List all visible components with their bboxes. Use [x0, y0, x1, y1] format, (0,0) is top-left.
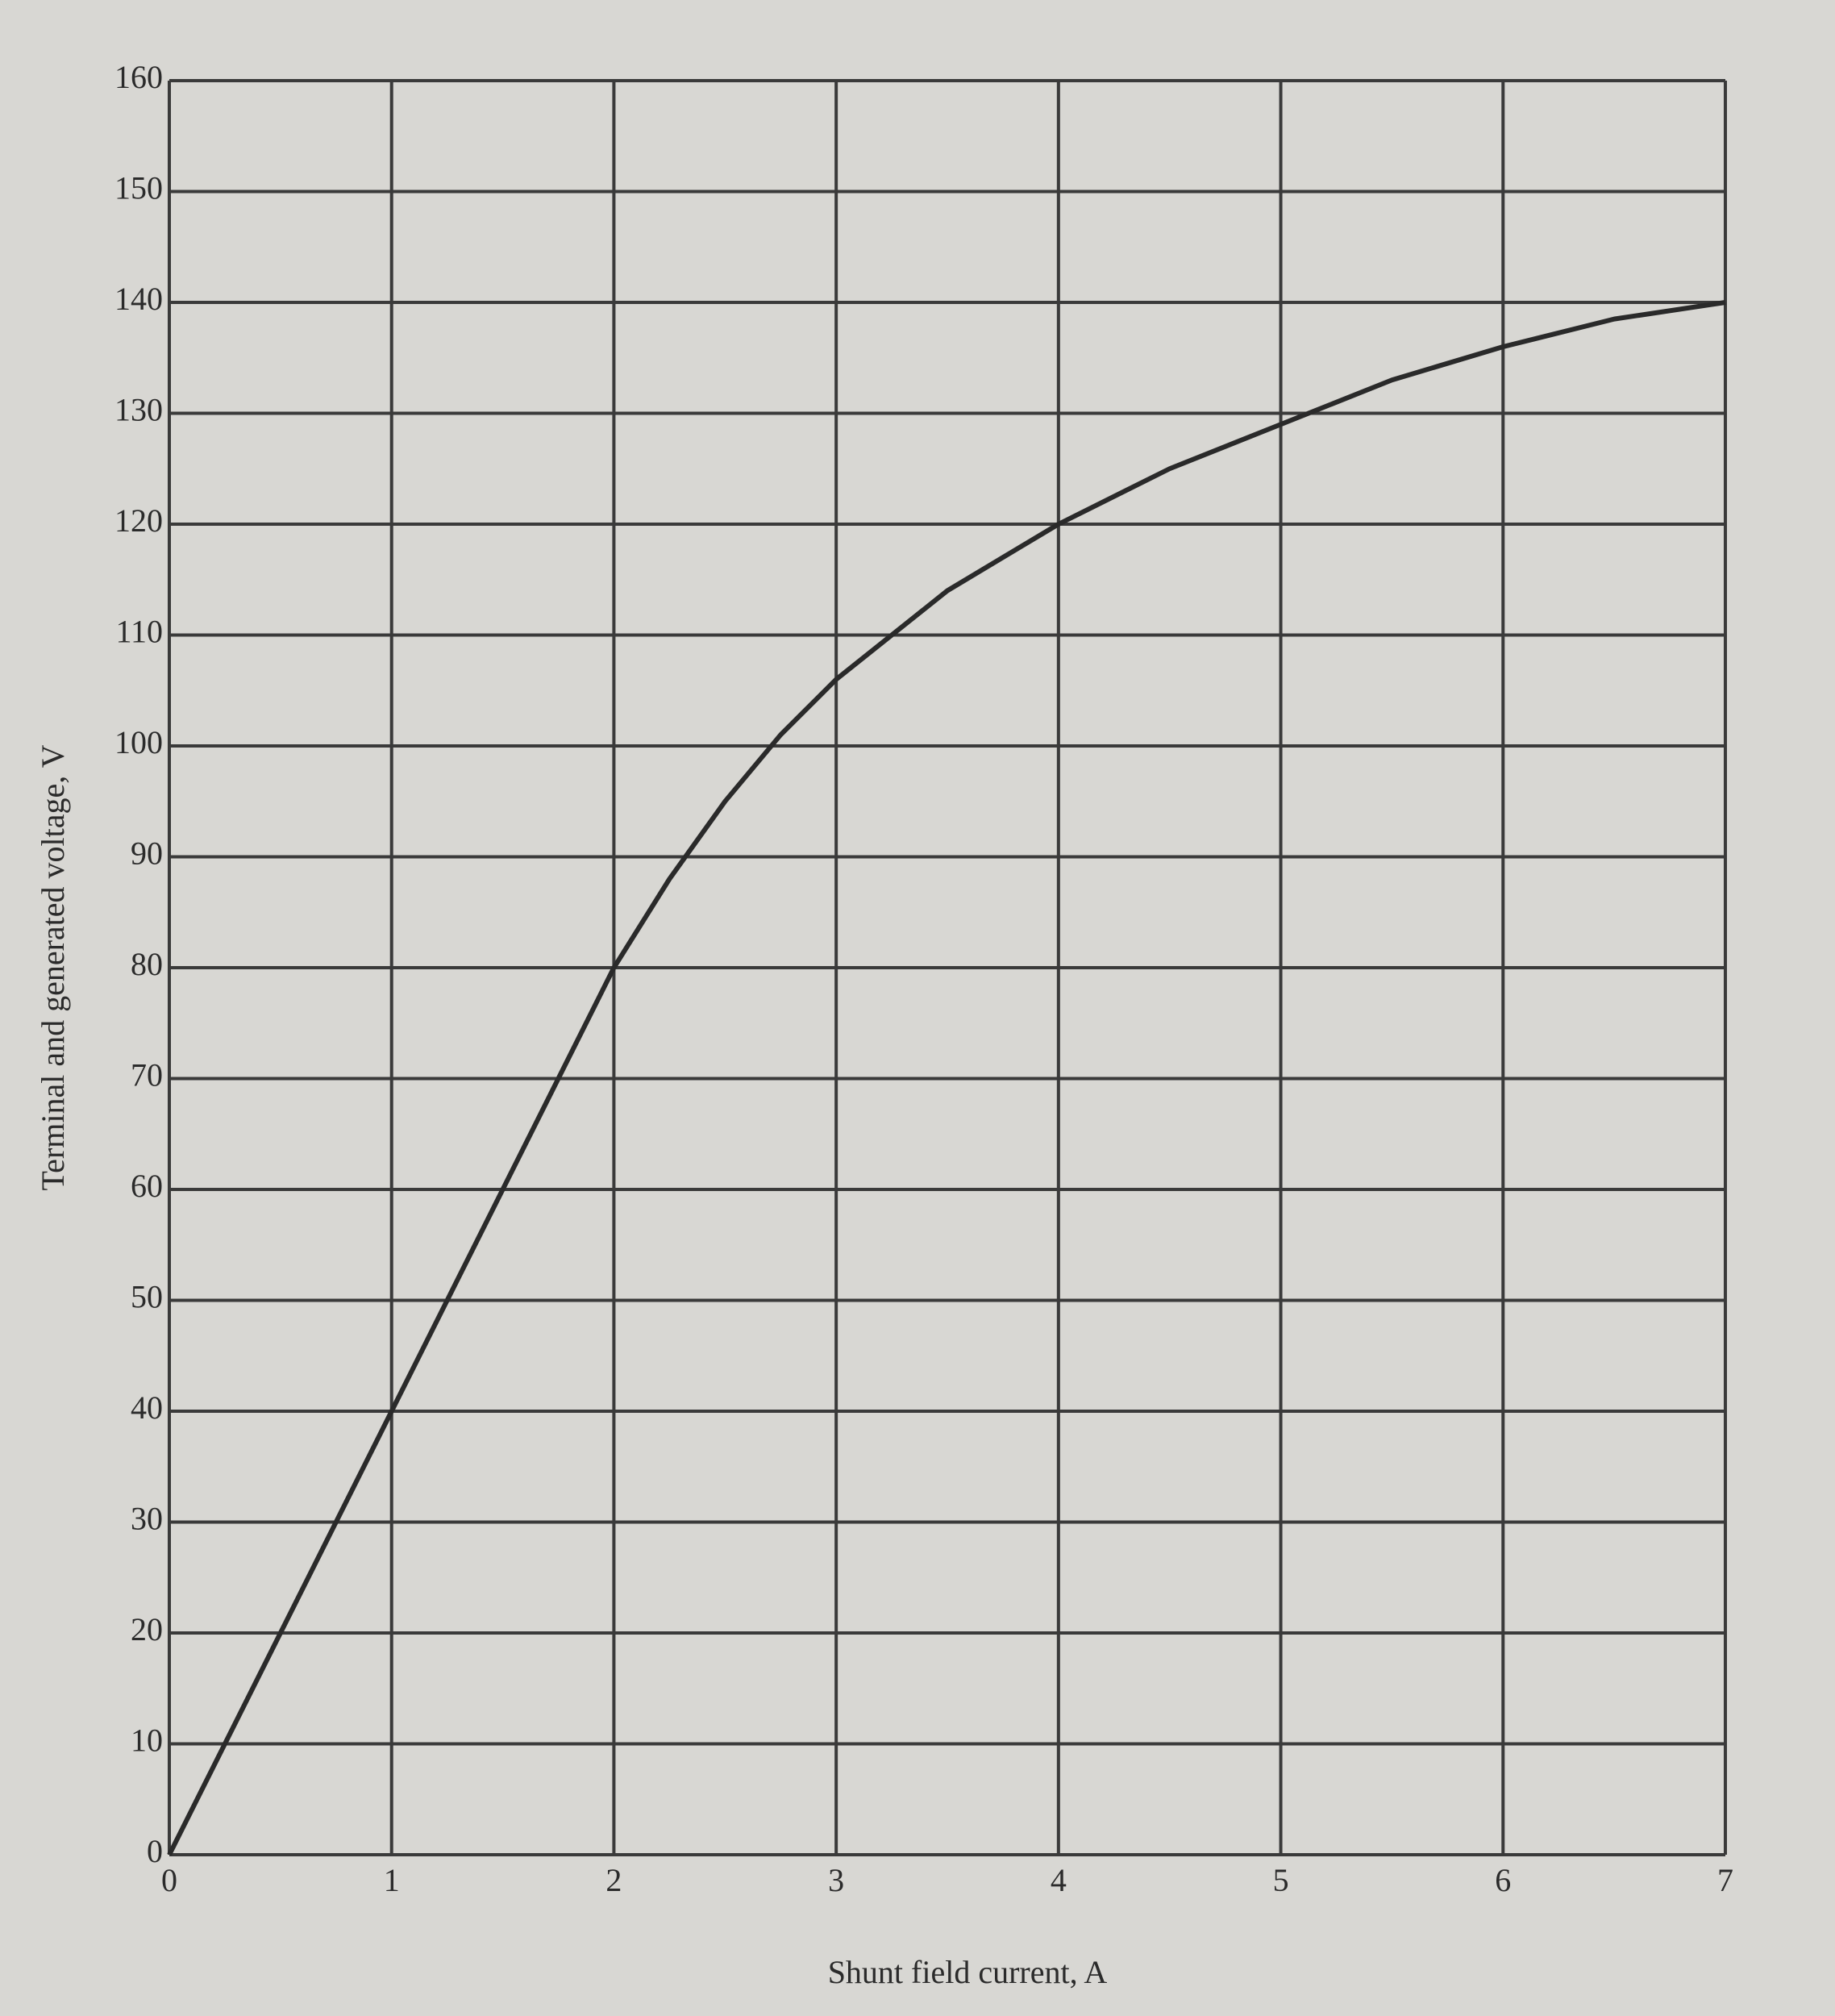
- x-tick-label: 5: [1273, 1862, 1289, 1898]
- y-tick-label: 120: [114, 502, 163, 539]
- y-tick-label: 150: [114, 170, 163, 206]
- y-tick-label: 60: [131, 1168, 163, 1204]
- x-tick-label: 2: [605, 1862, 622, 1898]
- x-tick-label: 0: [161, 1862, 177, 1898]
- y-tick-label: 140: [114, 281, 163, 317]
- x-tick-label: 4: [1051, 1862, 1067, 1898]
- y-tick-label: 100: [114, 724, 163, 760]
- y-tick-label: 160: [114, 59, 163, 95]
- y-axis-label: Terminal and generated voltage, V: [35, 744, 71, 1190]
- x-tick-label: 1: [384, 1862, 400, 1898]
- y-tick-label: 10: [131, 1722, 163, 1759]
- y-tick-label: 80: [131, 946, 163, 982]
- y-tick-label: 110: [115, 614, 163, 650]
- y-tick-label: 40: [131, 1389, 163, 1426]
- x-tick-label: 7: [1717, 1862, 1733, 1898]
- y-tick-label: 70: [131, 1057, 163, 1093]
- x-tick-label: 6: [1495, 1862, 1511, 1898]
- x-axis-label: Shunt field current, A: [828, 1954, 1108, 1990]
- curve: [167, 300, 1726, 1856]
- x-tick-label: 3: [828, 1862, 844, 1898]
- y-tick-label: 50: [131, 1279, 163, 1315]
- y-tick-label: 90: [131, 835, 163, 872]
- y-tick-label: 30: [131, 1501, 163, 1537]
- y-tick-label: 130: [114, 392, 163, 428]
- y-tick-label: 0: [147, 1833, 163, 1869]
- y-tick-label: 20: [131, 1611, 163, 1647]
